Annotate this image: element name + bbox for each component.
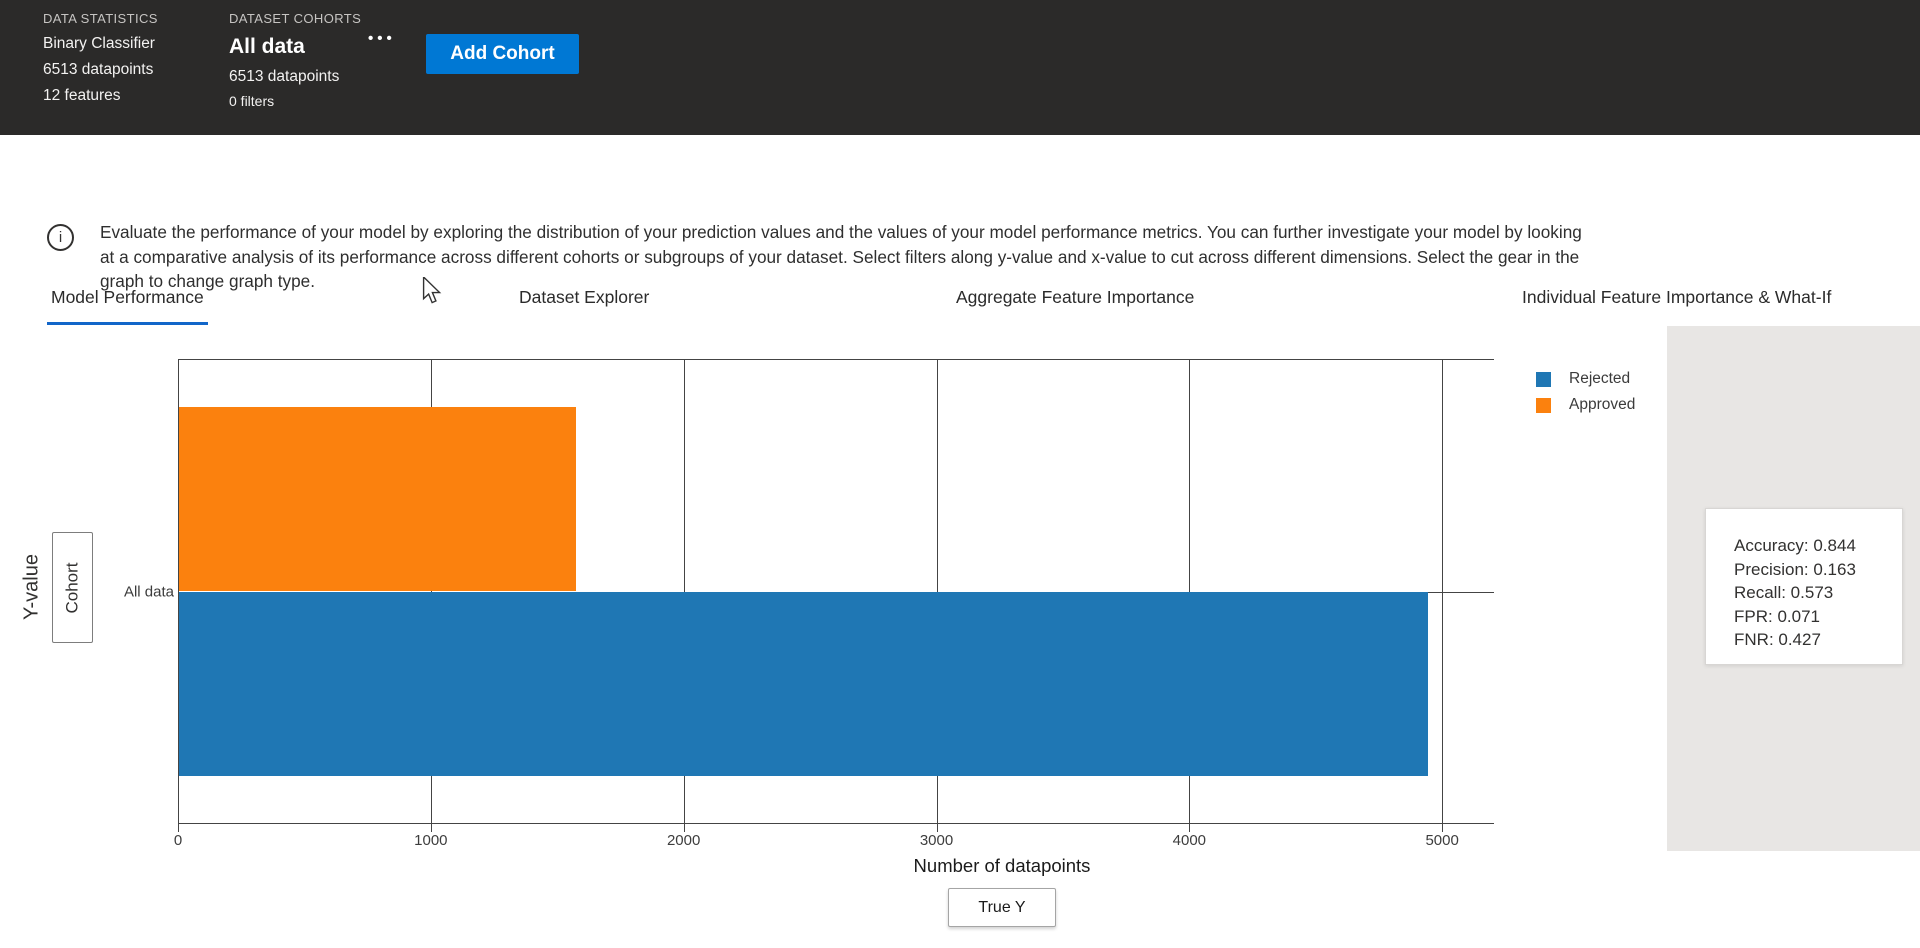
plot-border-left: [178, 359, 179, 824]
legend-item-approved[interactable]: Approved: [1536, 396, 1635, 414]
plot-border-bottom: [178, 823, 1494, 824]
metrics-card: Accuracy: 0.844 Precision: 0.163 Recall:…: [1705, 508, 1903, 665]
true-y-button[interactable]: True Y: [948, 888, 1056, 927]
info-description: Evaluate the performance of your model b…: [100, 220, 1582, 294]
data-statistics-caption: DATA STATISTICS: [43, 11, 158, 26]
info-icon: i: [47, 224, 74, 251]
metric-precision: Precision: 0.163: [1734, 559, 1856, 579]
mouse-cursor: [422, 277, 442, 304]
x-tick-label: 2000: [666, 832, 701, 849]
x-tick-mark: [683, 823, 685, 832]
x-tick-mark: [178, 823, 179, 832]
tab-dataset-explorer[interactable]: Dataset Explorer: [519, 287, 650, 307]
x-tick-mark: [430, 823, 432, 832]
add-cohort-button[interactable]: Add Cohort: [426, 34, 579, 74]
metric-fnr: FNR: 0.427: [1734, 630, 1821, 649]
x-tick-mark: [936, 823, 938, 832]
chart-legend: Rejected Approved: [1536, 370, 1635, 422]
x-tick-mark: [1442, 823, 1444, 832]
plot-border-top: [178, 359, 1494, 360]
stat-features: 12 features: [43, 87, 121, 104]
tab-aggregate-feature-importance[interactable]: Aggregate Feature Importance: [956, 287, 1195, 307]
bar-approved[interactable]: [179, 407, 576, 591]
x-tick-label: 5000: [1425, 832, 1459, 849]
x-axis-title: Number of datapoints: [913, 855, 1091, 876]
plot-area: All data 0 1000 2000 3000 4000 5000: [124, 359, 1494, 849]
stat-datapoints: 6513 datapoints: [43, 61, 154, 78]
data-statistics-section: DATA STATISTICS Binary Classifier 6513 d…: [43, 11, 158, 113]
x-tick-mark: [1189, 823, 1191, 832]
tab-model-performance[interactable]: Model Performance: [47, 287, 208, 325]
approved-swatch-icon: [1536, 397, 1551, 413]
x-gridline: [430, 359, 432, 823]
legend-label-rejected: Rejected: [1569, 370, 1631, 387]
info-description-line: graph to change graph type.: [100, 271, 316, 292]
x-tick-label: 4000: [1172, 832, 1207, 849]
legend-item-rejected[interactable]: Rejected: [1536, 370, 1635, 388]
metric-fpr: FPR: 0.071: [1734, 606, 1820, 626]
bar-rejected[interactable]: [179, 592, 1428, 776]
tab-bar: Model Performance Dataset Explorer Aggre…: [0, 135, 1920, 325]
tab-individual-feature-importance[interactable]: Individual Feature Importance & What-If: [1522, 287, 1832, 307]
x-gridline: [936, 359, 938, 823]
cohort-axis-button-label: Cohort: [62, 561, 82, 614]
info-description-line: Evaluate the performance of your model b…: [100, 222, 1582, 242]
cohort-datapoints: 6513 datapoints: [229, 68, 340, 85]
x-gridline: [683, 359, 685, 823]
metric-recall: Recall: 0.573: [1734, 583, 1834, 602]
x-tick-label: 3000: [919, 832, 954, 849]
x-gridline: [1189, 359, 1191, 823]
cohort-filters: 0 filters: [229, 93, 275, 109]
y-axis-title: Y-value: [20, 554, 43, 620]
more-options-icon[interactable]: •••: [368, 30, 396, 47]
metric-accuracy: Accuracy: 0.844: [1734, 536, 1856, 555]
legend-label-approved: Approved: [1569, 396, 1636, 413]
cohort-name: All data: [229, 35, 305, 58]
x-tick-label: 0: [173, 832, 183, 849]
top-header-bar: DATA STATISTICS Binary Classifier 6513 d…: [0, 0, 1920, 135]
stat-model-type: Binary Classifier: [43, 35, 155, 52]
dataset-cohorts-section: DATASET COHORTS All data 6513 datapoints…: [229, 11, 361, 109]
dataset-cohorts-caption: DATASET COHORTS: [229, 11, 362, 26]
x-gridline: [1442, 359, 1444, 823]
x-tick-label: 1000: [414, 832, 448, 849]
cohort-axis-button[interactable]: Cohort: [52, 532, 93, 643]
category-label-all-data: All data: [123, 583, 174, 601]
rejected-swatch-icon: [1536, 371, 1551, 387]
info-description-line: at a comparative analysis of its perform…: [100, 246, 1580, 267]
